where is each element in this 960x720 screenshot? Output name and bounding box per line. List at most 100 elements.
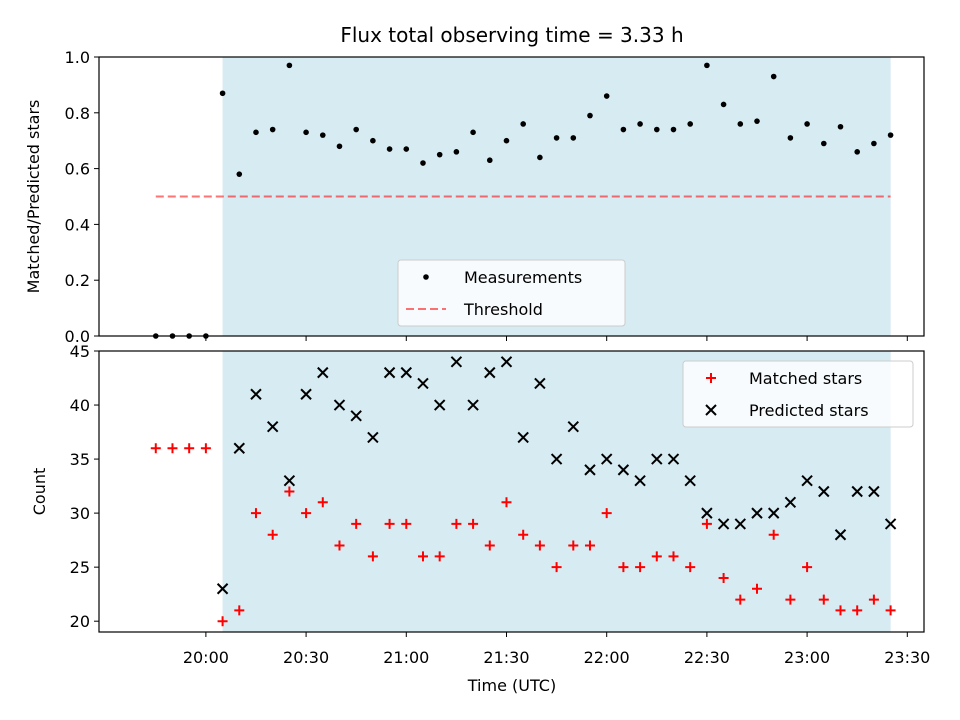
predicted-point <box>317 366 329 379</box>
measurement-point <box>637 121 643 127</box>
matched-point <box>751 583 762 594</box>
matched-point <box>267 529 278 540</box>
y-tick-label: 25 <box>70 558 90 577</box>
predicted-point <box>684 474 696 487</box>
matched-point <box>167 443 178 454</box>
measurement-point <box>537 154 543 161</box>
matched-point <box>250 508 261 519</box>
measurement-point <box>403 146 410 152</box>
predicted-point <box>734 518 747 530</box>
matched-point <box>818 594 829 605</box>
matched-point <box>284 486 295 497</box>
measurement-point <box>871 140 877 147</box>
matched-point <box>367 551 378 562</box>
measurement-point <box>353 126 359 133</box>
matched-point <box>551 562 562 573</box>
matched-point <box>534 540 545 551</box>
matched-point <box>518 529 529 540</box>
legend-label: Predicted stars <box>749 401 869 420</box>
y-axis-label: Matched/Predicted stars <box>24 100 43 294</box>
matched-point <box>484 540 495 551</box>
matched-point <box>785 594 796 605</box>
matched-point <box>234 605 245 616</box>
measurement-point <box>553 135 560 141</box>
x-tick-label: 21:00 <box>383 648 429 667</box>
measurement-point <box>520 121 526 127</box>
legend: Matched stars Predicted stars <box>682 360 914 428</box>
predicted-point <box>751 507 763 519</box>
predicted-point <box>300 388 312 400</box>
predicted-point <box>400 366 412 379</box>
measurement-point <box>236 171 243 177</box>
measurement-point <box>837 123 844 130</box>
matched-point <box>618 562 629 573</box>
measurement-point <box>770 73 777 80</box>
legend-predicted-swatch <box>705 404 717 416</box>
matched-point <box>835 605 846 616</box>
matched-point <box>184 443 195 454</box>
y-tick-label: 0.6 <box>65 160 90 179</box>
legend-label: Matched stars <box>749 369 862 388</box>
predicted-point <box>651 453 663 465</box>
matched-point <box>334 540 345 551</box>
matched-point <box>701 518 712 529</box>
measurement-point <box>737 121 744 127</box>
measurement-point <box>253 129 259 136</box>
measurement-point <box>587 112 593 119</box>
predicted-point <box>484 366 496 379</box>
predicted-point <box>767 507 780 519</box>
legend-label: Threshold <box>463 300 543 319</box>
predicted-point <box>717 518 730 530</box>
predicted-point <box>350 410 362 422</box>
matched-point <box>434 551 445 562</box>
matched-point <box>468 518 479 529</box>
x-tick-label: 20:30 <box>283 648 329 667</box>
y-tick-label: 45 <box>70 342 90 361</box>
series-measurements <box>152 62 894 339</box>
matched-point <box>868 594 879 605</box>
x-tick-label: 22:30 <box>684 648 730 667</box>
x-tick-label: 23:30 <box>884 648 930 667</box>
y-tick-label: 0.0 <box>65 327 90 346</box>
y-tick-label: 35 <box>70 450 90 469</box>
matched-point <box>384 518 395 529</box>
x-tick-label: 22:00 <box>584 648 630 667</box>
predicted-point <box>283 474 296 487</box>
matched-point <box>568 540 579 551</box>
x-tick-label: 21:30 <box>483 648 529 667</box>
matched-point <box>635 562 646 573</box>
predicted-point <box>500 356 513 368</box>
y-tick-label: 20 <box>70 612 90 631</box>
matched-point <box>802 562 813 573</box>
predicted-point <box>600 453 613 465</box>
matched-point <box>584 540 595 551</box>
predicted-point <box>517 431 529 444</box>
matched-point <box>668 551 679 562</box>
y-tick-label: 0.2 <box>65 271 90 290</box>
matched-point <box>685 562 696 573</box>
measurement-point <box>420 160 426 166</box>
predicted-point <box>233 442 245 454</box>
legend-box <box>397 259 626 327</box>
predicted-point <box>333 399 346 411</box>
matched-point <box>301 508 312 519</box>
matched-point <box>852 605 863 616</box>
predicted-point <box>667 453 680 465</box>
plot-frame <box>98 56 925 337</box>
predicted-point <box>266 420 279 433</box>
predicted-point <box>534 377 546 390</box>
measurement-point <box>754 118 760 124</box>
measurement-point <box>370 137 376 144</box>
measurement-point <box>653 126 660 133</box>
measurement-point <box>670 126 677 133</box>
measurement-point <box>704 62 710 69</box>
measurement-point <box>303 129 309 136</box>
series-matched-stars <box>150 443 896 627</box>
predicted-point <box>250 388 262 400</box>
predicted-point <box>868 485 880 498</box>
measurement-point <box>470 129 476 136</box>
predicted-point <box>584 464 596 476</box>
predicted-point <box>433 399 446 411</box>
measurement-point <box>436 151 443 158</box>
predicted-point <box>801 474 813 487</box>
